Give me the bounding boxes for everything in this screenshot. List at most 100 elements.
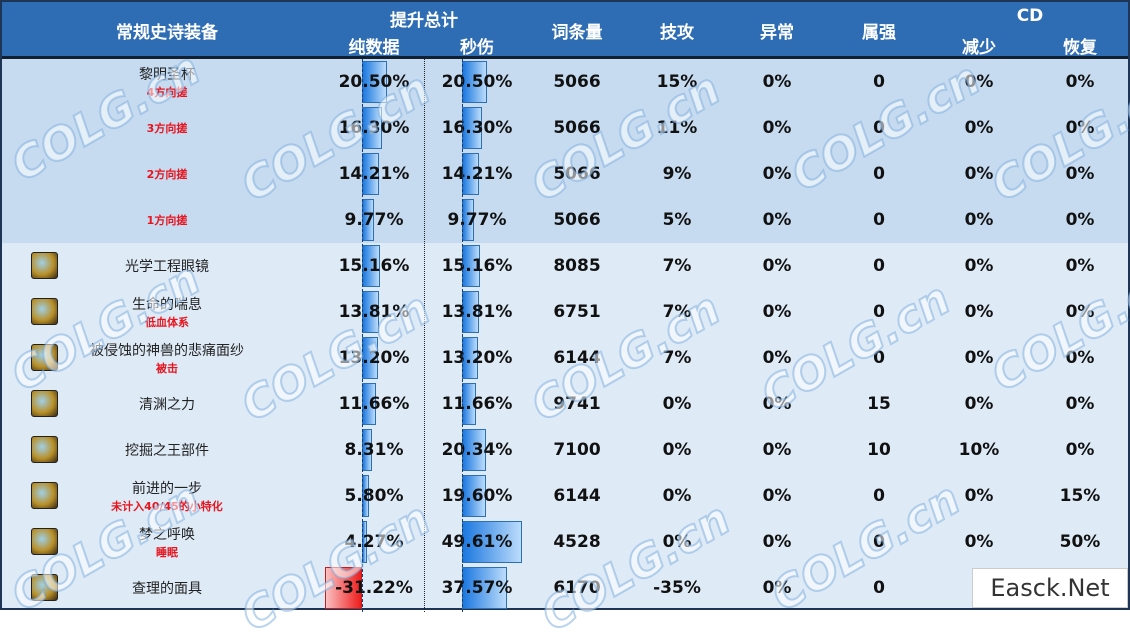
header-element: 属强 — [862, 23, 896, 43]
elem-value: 15 — [867, 394, 891, 414]
header-dps: 秒伤 — [460, 38, 494, 58]
rec-value: 0% — [1065, 210, 1095, 230]
equipment-name: 挖掘之王部件 — [125, 427, 209, 473]
abn-value: 0% — [762, 348, 792, 368]
equipment-name: 查理的面具 — [132, 565, 202, 611]
abn-value: 0% — [762, 118, 792, 138]
rec-value: 0% — [1065, 348, 1095, 368]
dps-value: 37.57% — [441, 578, 513, 598]
equipment-name: 前进的一步 未计入40/45的小特化 — [111, 473, 223, 519]
cdr-value: 0% — [964, 210, 994, 230]
equipment-icon — [31, 344, 58, 371]
equipment-icon — [31, 298, 58, 325]
entries-value: 6144 — [553, 486, 601, 506]
elem-value: 0 — [873, 578, 885, 598]
column-divider — [424, 59, 425, 612]
skill-value: 0% — [662, 532, 692, 552]
entries-value: 6170 — [553, 578, 601, 598]
skill-value: 5% — [662, 210, 692, 230]
corner-watermark: Easck.Net — [972, 568, 1128, 608]
rec-value: 0% — [1065, 164, 1095, 184]
table-header: 常规史诗装备 提升总计 纯数据 秒伤 词条量 技攻 异常 属强 CD 减少 恢复 — [2, 2, 1128, 59]
entries-value: 6144 — [553, 348, 601, 368]
equipment-note: 低血体系 — [145, 316, 189, 329]
equipment-name: 黎明圣杯 4方向搓 — [139, 59, 195, 105]
equipment-name-text: 清渊之力 — [139, 397, 195, 413]
skill-value: 7% — [662, 348, 692, 368]
table-row: 1方向搓 9.77% 9.77% 5066 5% 0% 0 0% 0% — [2, 197, 1128, 243]
equipment-name: 3方向搓 — [147, 105, 188, 151]
header-cd-reduce: 减少 — [962, 38, 996, 58]
dps-data-bar — [462, 567, 508, 609]
elem-value: 0 — [873, 532, 885, 552]
table-row: 梦之呼唤 睡眠 4.27% 49.61% 4528 0% 0% 0 0% 50% — [2, 519, 1128, 565]
skill-value: 7% — [662, 302, 692, 322]
equipment-name-text: 梦之呼唤 — [139, 527, 195, 543]
abn-value: 0% — [762, 256, 792, 276]
rec-value: 0% — [1065, 302, 1095, 322]
elem-value: 0 — [873, 256, 885, 276]
rec-value: 0% — [1065, 394, 1095, 414]
rec-value: 0% — [1065, 440, 1095, 460]
rec-value: 15% — [1059, 486, 1101, 506]
abn-value: 0% — [762, 210, 792, 230]
elem-value: 0 — [873, 210, 885, 230]
rec-value: 0% — [1065, 72, 1095, 92]
equipment-note: 未计入40/45的小特化 — [111, 500, 223, 513]
equipment-name-text: 挖掘之王部件 — [125, 443, 209, 459]
cdr-value: 0% — [964, 486, 994, 506]
dps-data-bar — [462, 521, 522, 563]
rec-value: 50% — [1059, 532, 1101, 552]
equipment-note: 3方向搓 — [146, 122, 188, 135]
cdr-value: 0% — [964, 72, 994, 92]
table-row: 光学工程眼镜 15.16% 15.16% 8085 7% 0% 0 0% 0% — [2, 243, 1128, 289]
skill-value: -35% — [653, 578, 701, 598]
header-total: 提升总计 — [390, 11, 458, 31]
table-row: 查理的面具-31.22%37.57%6170-35%0%05 — [2, 565, 1128, 611]
equipment-icon — [31, 528, 58, 555]
cdr-value: 0% — [964, 348, 994, 368]
dps-value: 14.21% — [441, 164, 513, 184]
entries-value: 6751 — [553, 302, 601, 322]
pure-value: 16.30% — [338, 118, 410, 138]
cdr-value: 0% — [964, 164, 994, 184]
skill-value: 15% — [656, 72, 698, 92]
equipment-name-text: 查理的面具 — [132, 581, 202, 597]
equipment-name-text: 黎明圣杯 — [139, 67, 195, 83]
equipment-note: 被击 — [156, 362, 178, 375]
header-entries: 词条量 — [551, 23, 603, 43]
equipment-name: 生命的喘息 低血体系 — [132, 289, 202, 335]
equipment-icon — [31, 252, 58, 279]
table-row: 挖掘之王部件 8.31% 20.34% 7100 0% 0% 10 10% 0% — [2, 427, 1128, 473]
dps-value: 49.61% — [441, 532, 513, 552]
skill-value: 0% — [662, 440, 692, 460]
elem-value: 0 — [873, 72, 885, 92]
entries-value: 7100 — [553, 440, 601, 460]
equipment-note: 1方向搓 — [146, 214, 188, 227]
entries-value: 8085 — [553, 256, 601, 276]
pure-value: 14.21% — [338, 164, 410, 184]
equipment-name: 被侵蚀的神兽的悲痛面纱 被击 — [90, 335, 244, 381]
equipment-name-text: 生命的喘息 — [132, 297, 202, 313]
abn-value: 0% — [762, 164, 792, 184]
header-pure: 纯数据 — [348, 38, 400, 58]
header-cd-recover: 恢复 — [1063, 38, 1097, 58]
skill-value: 9% — [662, 164, 692, 184]
abn-value: 0% — [762, 72, 792, 92]
rec-value: 0% — [1065, 118, 1095, 138]
pure-value: 9.77% — [344, 210, 404, 230]
elem-value: 0 — [873, 164, 885, 184]
table-row: 清渊之力 11.66% 11.66% 9741 0% 0% 15 0% 0% — [2, 381, 1128, 427]
dps-value: 13.81% — [441, 302, 513, 322]
table-row: 黎明圣杯 4方向搓 20.50% 20.50% 5066 15% 0% 0 0% 0% — [2, 59, 1128, 144]
dps-value: 11.66% — [441, 394, 513, 414]
header-skill-atk: 技攻 — [660, 23, 694, 43]
equipment-name: 1方向搓 — [147, 197, 188, 243]
table-row: 3方向搓 16.30% 16.30% 5066 11% 0% 0 0% 0% — [2, 105, 1128, 151]
entries-value: 5066 — [553, 164, 601, 184]
pure-value: 20.50% — [338, 72, 410, 92]
entries-value: 5066 — [553, 72, 601, 92]
pure-data-bar — [324, 567, 362, 609]
pure-value: 13.81% — [338, 302, 410, 322]
entries-value: 4528 — [553, 532, 601, 552]
